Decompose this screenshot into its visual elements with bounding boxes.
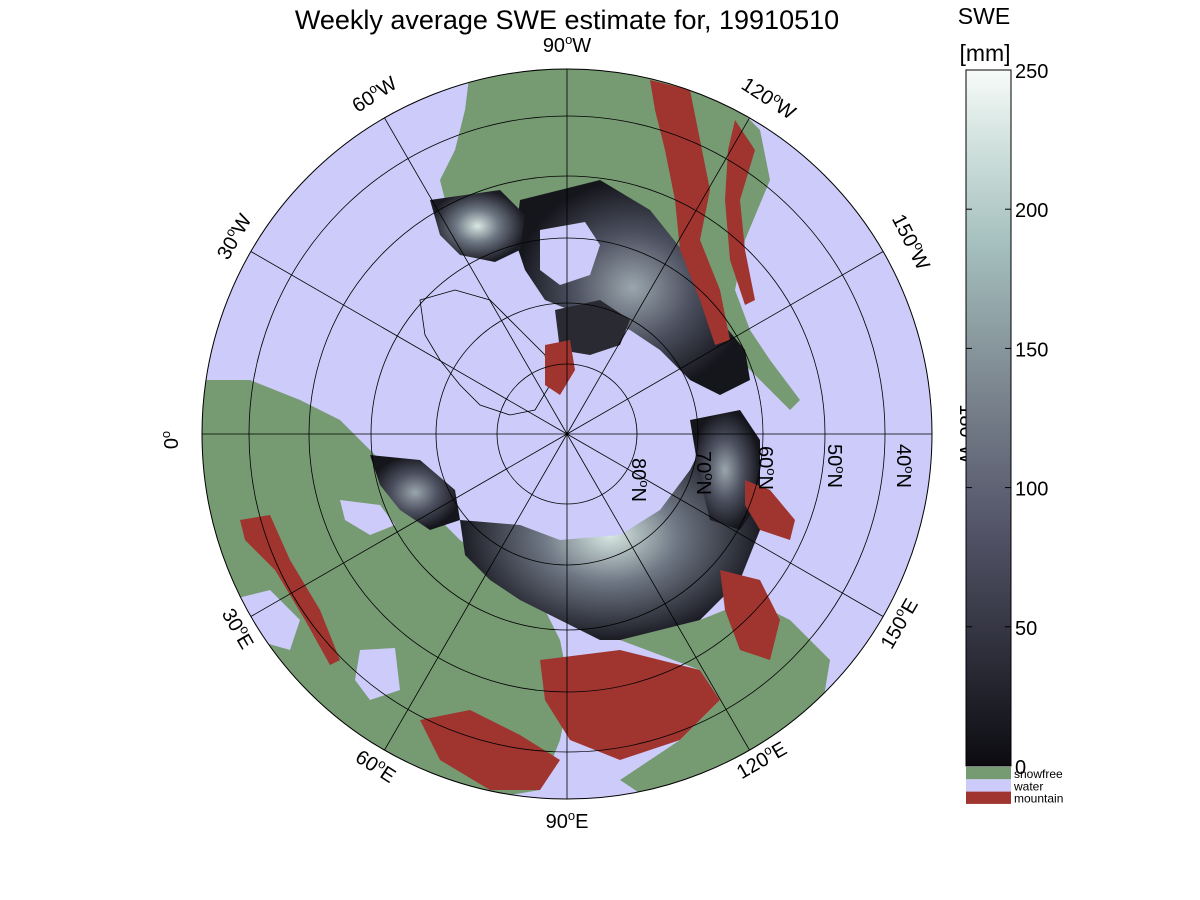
- latitude-label: 50oN: [823, 444, 848, 488]
- colorbar-ticks: 0 50 100 150 200 250: [966, 61, 1048, 779]
- colorbar-tick-label: 150: [1015, 339, 1048, 361]
- category-swatch: [966, 767, 1011, 780]
- siberia-swe: [460, 430, 760, 640]
- longitude-label: 150oW: [887, 209, 936, 273]
- meridian-line: [566, 251, 884, 435]
- latitude-label: 80oN: [627, 458, 652, 502]
- longitude-label: 0o: [158, 431, 183, 449]
- colorbar-units: [mm]: [959, 40, 1010, 66]
- meridian-line: [566, 433, 884, 617]
- caucasus-mountain: [420, 710, 560, 790]
- east-siberia-swe: [690, 410, 760, 530]
- mediterranean-water: [230, 590, 300, 650]
- meridian-line: [566, 117, 750, 435]
- arctic-islands-swe: [555, 300, 630, 355]
- europe-snowfree: [202, 380, 570, 799]
- meridian-line: [250, 251, 568, 435]
- longitude-label: 90oE: [546, 808, 589, 833]
- polar-map: 90oW120oW150oW180oW150oE120oE90oE60oE30o…: [158, 32, 980, 833]
- latitude-label: 60oN: [754, 446, 779, 490]
- colorbar-title: SWE: [958, 3, 1010, 29]
- colorbar-tick-label: 50: [1015, 618, 1037, 640]
- quebec-swe: [430, 190, 525, 262]
- colorbar: SWE [mm] 0 50 100 150 200 250 snowfreewatermo…: [958, 3, 1064, 806]
- baltic-water: [340, 500, 395, 535]
- category-label: snowfree: [1014, 767, 1063, 781]
- latitude-label: 70oN: [692, 451, 717, 495]
- longitude-label: 90oW: [543, 32, 591, 57]
- map-border: [201, 68, 933, 800]
- colorbar-tick-label: 200: [1015, 200, 1048, 222]
- colorbar-tick-label: 0: [1015, 757, 1026, 779]
- scandinavia-swe: [370, 455, 460, 530]
- longitude-label: 60oW: [347, 70, 401, 117]
- meridian-line: [566, 433, 750, 751]
- category-label: water: [1013, 779, 1043, 793]
- page-title: Weekly average SWE estimate for, 1991051…: [295, 5, 839, 35]
- colorbar-gradient: [965, 69, 1012, 767]
- meridian-line: [384, 117, 568, 435]
- graticule: [202, 69, 932, 799]
- category-swatch: [966, 779, 1011, 792]
- hudson-bay-water: [540, 222, 600, 285]
- colorbar-tick-label: 100: [1015, 479, 1048, 501]
- kamchatka-mountain: [745, 480, 795, 540]
- central-asia-mountain: [540, 650, 720, 760]
- rockies-mountain: [650, 80, 730, 345]
- meridian-line: [384, 433, 568, 751]
- coast-mountain: [725, 120, 755, 305]
- meridian-line: [250, 433, 568, 617]
- colorbar-tick-label: 250: [1015, 61, 1048, 83]
- black-sea-water: [355, 648, 400, 700]
- latitude-labels: 80oN 70oN 60oN 50oN 40oN: [627, 444, 917, 502]
- baffin-mountain: [545, 340, 575, 395]
- category-label: mountain: [1014, 792, 1063, 806]
- category-swatch: [966, 791, 1011, 804]
- latitude-label: 40oN: [892, 444, 917, 488]
- china-mountain: [720, 570, 780, 660]
